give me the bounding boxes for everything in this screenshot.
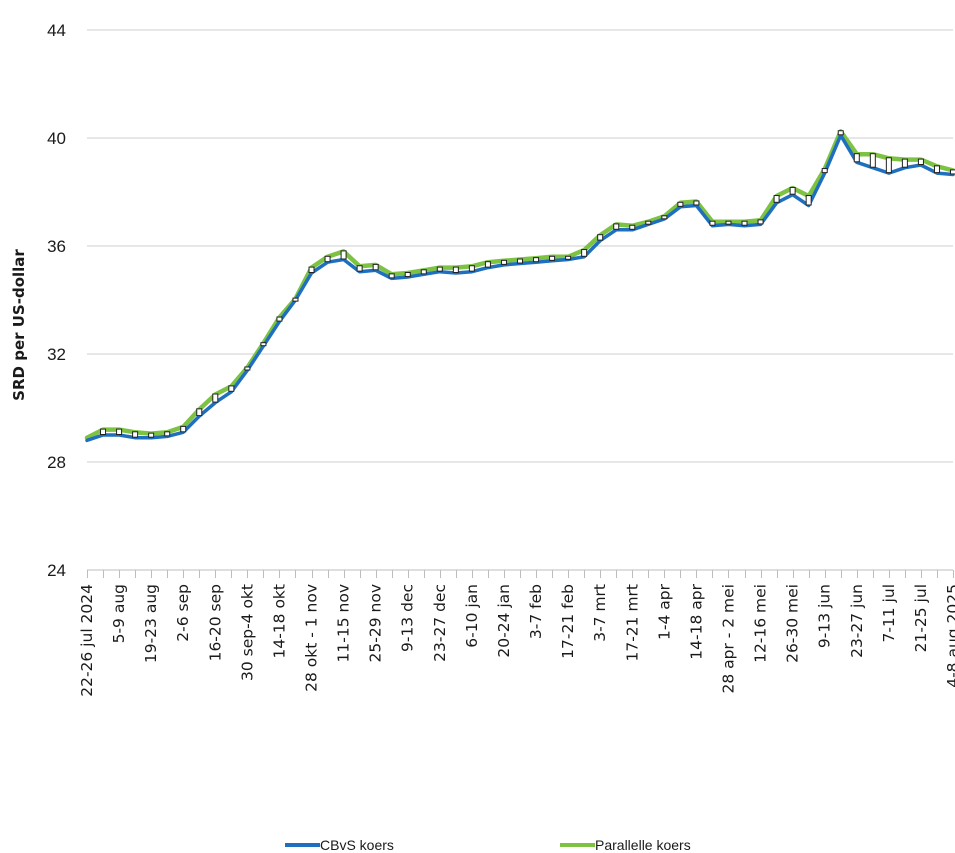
data-point-marker bbox=[276, 316, 283, 322]
data-point-marker bbox=[500, 259, 507, 265]
data-point-marker bbox=[837, 130, 844, 136]
gridlines bbox=[87, 29, 953, 463]
data-point-marker bbox=[244, 366, 251, 371]
x-tick-label: 20-24 jan bbox=[495, 584, 513, 658]
x-tick-label: 25-29 nov bbox=[367, 584, 385, 662]
x-axis bbox=[87, 569, 954, 578]
x-tick-label: 3-7 feb bbox=[527, 584, 545, 639]
x-tick-label: 23-27 jun bbox=[848, 584, 866, 658]
x-tick-label: 5-9 aug bbox=[110, 584, 128, 643]
data-point-marker bbox=[629, 224, 636, 230]
x-tick-label: 16-20 sep bbox=[206, 584, 224, 661]
x-tick-label: 19-23 aug bbox=[142, 584, 160, 663]
data-point-marker bbox=[116, 428, 123, 436]
data-point-marker bbox=[933, 165, 940, 174]
x-tick-label: 6-10 jan bbox=[463, 584, 481, 648]
data-point-marker bbox=[597, 234, 604, 241]
legend-label: CBvS koers bbox=[320, 837, 394, 853]
data-point-marker bbox=[436, 266, 443, 272]
data-point-marker bbox=[292, 297, 299, 302]
y-tick-label: 32 bbox=[47, 345, 66, 364]
x-tick-label: 23-27 dec bbox=[431, 584, 449, 662]
data-point-marker bbox=[805, 195, 812, 206]
x-tick-label: 30 sep-4 okt bbox=[238, 584, 256, 681]
x-tick-label: 21-25 jul bbox=[912, 584, 930, 652]
data-point-marker bbox=[517, 258, 523, 264]
data-point-marker bbox=[549, 255, 556, 261]
data-point-markers bbox=[100, 130, 955, 438]
data-point-marker bbox=[741, 220, 748, 226]
legend-label: Parallelle koers bbox=[595, 837, 691, 853]
data-point-marker bbox=[324, 255, 331, 263]
y-tick-label: 36 bbox=[47, 237, 66, 256]
x-tick-label: 2-6 sep bbox=[174, 584, 192, 642]
y-axis-tick-labels: 24 28 32 36 40 44 bbox=[47, 21, 66, 580]
data-point-marker bbox=[228, 385, 235, 392]
data-point-marker bbox=[484, 261, 491, 268]
y-axis-label: SRD per US-dollar bbox=[10, 249, 28, 401]
data-point-marker bbox=[789, 186, 796, 195]
data-point-marker bbox=[533, 257, 540, 263]
x-tick-label: 14-18 apr bbox=[687, 583, 705, 659]
x-tick-label: 7-11 jul bbox=[880, 584, 898, 643]
y-tick-label: 44 bbox=[47, 21, 66, 40]
data-point-marker bbox=[757, 219, 764, 225]
data-point-marker bbox=[452, 266, 459, 274]
data-point-marker bbox=[869, 153, 876, 168]
legend: CBvS koers Parallelle koers bbox=[285, 837, 691, 853]
x-tick-label: 14-18 okt bbox=[270, 584, 288, 659]
y-tick-label: 28 bbox=[47, 453, 66, 472]
data-point-marker bbox=[356, 265, 363, 272]
data-point-marker bbox=[180, 425, 187, 433]
data-point-marker bbox=[100, 428, 107, 436]
data-point-marker bbox=[885, 157, 892, 174]
data-point-marker bbox=[821, 168, 828, 174]
x-tick-label: 26-30 mei bbox=[784, 584, 802, 663]
x-tick-label: 17-21 feb bbox=[559, 584, 577, 659]
data-point-marker bbox=[468, 265, 475, 272]
x-tick-label: 1-4 apr bbox=[655, 583, 673, 640]
y-tick-label: 24 bbox=[47, 561, 66, 580]
data-point-marker bbox=[950, 169, 955, 175]
data-point-marker bbox=[901, 158, 908, 168]
data-point-marker bbox=[308, 266, 315, 274]
data-point-marker bbox=[340, 250, 347, 260]
data-point-marker bbox=[212, 393, 219, 403]
data-point-marker bbox=[645, 220, 652, 225]
data-point-marker bbox=[372, 263, 379, 271]
x-tick-label: 17-21 mrt bbox=[623, 584, 641, 662]
data-point-marker bbox=[693, 200, 700, 206]
data-point-marker bbox=[420, 269, 427, 275]
data-point-marker bbox=[677, 201, 684, 207]
data-point-marker bbox=[164, 431, 171, 437]
data-point-marker bbox=[725, 220, 732, 225]
data-point-marker bbox=[661, 215, 668, 220]
x-tick-label: 11-15 nov bbox=[335, 584, 353, 662]
x-tick-label: 9-13 jun bbox=[816, 584, 834, 648]
x-tick-label: 28 apr - 2 mei bbox=[719, 584, 737, 694]
data-point-marker bbox=[148, 432, 155, 438]
data-point-marker bbox=[388, 273, 395, 279]
data-point-marker bbox=[853, 153, 860, 163]
y-tick-label: 40 bbox=[47, 129, 66, 148]
data-point-marker bbox=[773, 195, 780, 203]
data-point-marker bbox=[613, 223, 620, 230]
x-axis-tick-labels: 22-26 jul 2024 5-9 aug 19-23 aug 2-6 sep 16-… bbox=[78, 583, 955, 696]
data-point-marker bbox=[196, 408, 203, 417]
data-point-marker bbox=[404, 272, 411, 278]
x-tick-label: 4-8 aug 2025 bbox=[944, 584, 955, 688]
data-point-marker bbox=[581, 249, 588, 257]
data-point-marker bbox=[917, 158, 924, 166]
data-point-marker bbox=[260, 342, 267, 347]
data-point-marker bbox=[709, 220, 716, 226]
x-tick-label: 22-26 jul 2024 bbox=[78, 584, 96, 697]
x-tick-label: 12-16 mei bbox=[752, 584, 770, 663]
x-tick-label: 28 okt - 1 nov bbox=[303, 584, 321, 692]
x-tick-label: 9-13 dec bbox=[399, 584, 417, 652]
data-point-marker bbox=[565, 255, 572, 260]
data-point-marker bbox=[132, 431, 139, 438]
x-tick-label: 3-7 mrt bbox=[591, 584, 609, 642]
